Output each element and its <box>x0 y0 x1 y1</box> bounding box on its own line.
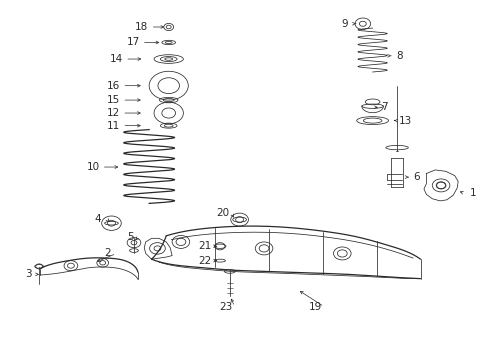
Text: 9: 9 <box>340 19 347 29</box>
Text: 2: 2 <box>104 248 111 258</box>
Text: 21: 21 <box>197 241 211 251</box>
Text: 23: 23 <box>219 302 232 312</box>
Text: 6: 6 <box>412 172 419 182</box>
Text: 14: 14 <box>109 54 123 64</box>
Text: 1: 1 <box>469 188 476 198</box>
Text: 13: 13 <box>398 116 412 126</box>
Text: 4: 4 <box>94 214 101 224</box>
Text: 18: 18 <box>135 22 148 32</box>
Text: 16: 16 <box>106 81 120 91</box>
Text: 22: 22 <box>197 256 211 266</box>
Text: 17: 17 <box>126 37 140 48</box>
Text: 12: 12 <box>106 108 120 118</box>
Text: 20: 20 <box>216 208 229 218</box>
Text: 10: 10 <box>86 162 99 172</box>
Text: 5: 5 <box>126 232 133 242</box>
Text: 8: 8 <box>396 51 403 61</box>
Text: 11: 11 <box>106 121 120 131</box>
Text: 3: 3 <box>25 269 32 279</box>
Text: 19: 19 <box>308 302 322 312</box>
Text: 7: 7 <box>380 102 387 112</box>
Text: 15: 15 <box>106 95 120 105</box>
